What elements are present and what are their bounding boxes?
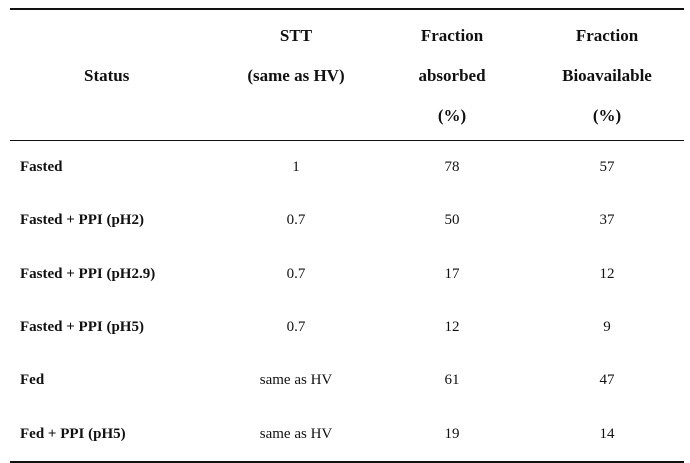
cell-status: Fasted bbox=[20, 159, 63, 176]
header-stt: STT (same as HV) bbox=[218, 8, 374, 141]
cell-fraction-bioavailable: 37 bbox=[599, 212, 615, 229]
header-row: Status STT (same as HV) Fraction absorbe… bbox=[10, 8, 684, 141]
cell-fraction-absorbed: 12 bbox=[444, 319, 460, 336]
header-stt-line3 bbox=[218, 96, 374, 136]
cell-stt: 0.7 bbox=[286, 265, 306, 282]
cell-status: Fasted + PPI (pH2) bbox=[20, 212, 144, 229]
header-fb-line3: (%) bbox=[592, 106, 622, 125]
cell-fraction-absorbed: 19 bbox=[374, 407, 530, 463]
cell-status: Fed bbox=[20, 372, 45, 389]
cell-stt: same as HV bbox=[218, 407, 374, 463]
cell-status: Fed + PPI (pH5) bbox=[10, 407, 218, 463]
cell-fraction-absorbed: 50 bbox=[444, 212, 460, 229]
header-fa-line3: (%) bbox=[437, 106, 467, 125]
header-stt-line1: STT bbox=[279, 26, 313, 45]
cell-stt: same as HV bbox=[259, 372, 333, 389]
table-row: Fed + PPI (pH5) same as HV 19 14 bbox=[10, 407, 684, 463]
cell-fraction-bioavailable: 47 bbox=[599, 372, 615, 389]
table-row: Fasted + PPI (pH5) 0.7 12 9 bbox=[10, 301, 684, 354]
header-fb-line2: Bioavailable bbox=[562, 66, 652, 85]
table-header: Status STT (same as HV) Fraction absorbe… bbox=[10, 8, 684, 141]
table-row: Fasted 1 78 57 bbox=[10, 141, 684, 195]
table-row: Fasted + PPI (pH2.9) 0.7 17 12 bbox=[10, 248, 684, 301]
header-fa-line2: absorbed bbox=[418, 66, 486, 85]
cell-stt: 1 bbox=[292, 159, 300, 176]
table-row: Fed same as HV 61 47 bbox=[10, 354, 684, 407]
cell-fraction-bioavailable: 14 bbox=[530, 407, 684, 463]
header-status-label: Status bbox=[84, 66, 130, 85]
cell-fraction-absorbed: 61 bbox=[444, 372, 460, 389]
table-body: Fasted 1 78 57 Fasted + PPI (pH2) 0.7 50… bbox=[10, 141, 684, 463]
header-fraction-absorbed: Fraction absorbed (%) bbox=[374, 8, 530, 141]
header-stt-line2: (same as HV) bbox=[247, 66, 345, 85]
header-fraction-bioavailable: Fraction Bioavailable (%) bbox=[530, 8, 684, 141]
data-table: Status STT (same as HV) Fraction absorbe… bbox=[10, 8, 684, 463]
cell-status: Fasted + PPI (pH5) bbox=[20, 319, 144, 336]
cell-stt: 0.7 bbox=[286, 319, 306, 336]
table-row: Fasted + PPI (pH2) 0.7 50 37 bbox=[10, 194, 684, 247]
cell-stt: 0.7 bbox=[286, 212, 306, 229]
cell-fraction-bioavailable: 57 bbox=[599, 159, 615, 176]
header-fb-line1: Fraction bbox=[575, 26, 639, 45]
header-status: Status bbox=[10, 8, 218, 141]
cell-fraction-bioavailable: 9 bbox=[603, 319, 611, 336]
data-table-container: Status STT (same as HV) Fraction absorbe… bbox=[10, 8, 684, 463]
header-fa-line1: Fraction bbox=[420, 26, 484, 45]
cell-fraction-bioavailable: 12 bbox=[599, 265, 615, 282]
cell-fraction-absorbed: 17 bbox=[444, 265, 460, 282]
cell-status: Fasted + PPI (pH2.9) bbox=[20, 265, 156, 282]
cell-fraction-absorbed: 78 bbox=[444, 159, 460, 176]
